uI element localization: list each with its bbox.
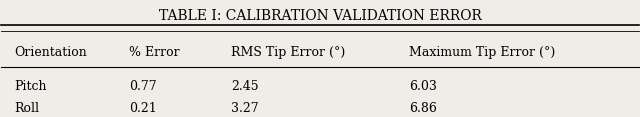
Text: 3.27: 3.27 bbox=[231, 102, 259, 115]
Text: Orientation: Orientation bbox=[14, 46, 87, 59]
Text: 6.86: 6.86 bbox=[409, 102, 437, 115]
Text: 2.45: 2.45 bbox=[231, 80, 259, 93]
Text: Maximum Tip Error (°): Maximum Tip Error (°) bbox=[409, 46, 556, 59]
Text: TABLE I: CALIBRATION VALIDATION ERROR: TABLE I: CALIBRATION VALIDATION ERROR bbox=[159, 9, 481, 23]
Text: Pitch: Pitch bbox=[14, 80, 47, 93]
Text: 0.21: 0.21 bbox=[129, 102, 157, 115]
Text: 0.77: 0.77 bbox=[129, 80, 156, 93]
Text: 6.03: 6.03 bbox=[409, 80, 437, 93]
Text: Roll: Roll bbox=[14, 102, 39, 115]
Text: % Error: % Error bbox=[129, 46, 179, 59]
Text: RMS Tip Error (°): RMS Tip Error (°) bbox=[231, 46, 345, 59]
